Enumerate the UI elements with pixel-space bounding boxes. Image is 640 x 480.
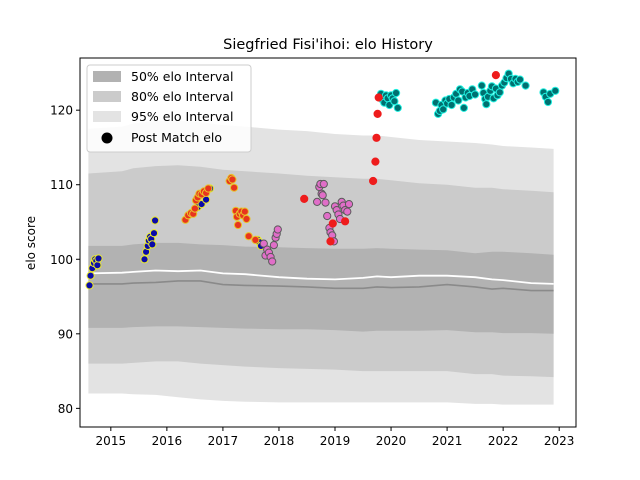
data-point-s2-9 — [273, 225, 282, 234]
data-point-s2-29 — [343, 207, 352, 216]
data-point-s0-16 — [151, 216, 160, 225]
legend-box — [86, 64, 252, 153]
interval-bands — [88, 120, 554, 405]
data-point-s3-22 — [454, 96, 463, 105]
data-point-s0-6 — [93, 261, 102, 270]
data-point-s3-50 — [515, 75, 525, 84]
summary-lines — [88, 269, 554, 292]
x-tick-label-2020: 2020 — [376, 434, 407, 448]
legend-swatch-50 — [93, 71, 121, 82]
data-point-s3-51 — [521, 81, 530, 90]
legend: 50% elo Interval 80% elo Interval 95% el… — [86, 64, 252, 153]
x-tick-label-2019: 2019 — [320, 434, 351, 448]
x-tick-label-2015: 2015 — [96, 434, 127, 448]
y-axis: 80 90 100 110 120 — [50, 104, 80, 416]
data-point-s4-2 — [328, 219, 337, 228]
data-point-s0-8 — [140, 255, 149, 264]
data-point-s1-22 — [240, 207, 249, 216]
legend-marker-post-match — [101, 132, 113, 144]
x-tick-label-2023: 2023 — [544, 434, 575, 448]
data-point-s3-31 — [477, 81, 486, 90]
data-point-s3-56 — [551, 86, 560, 95]
data-point-s4-5 — [371, 157, 380, 166]
x-tick-label-2018: 2018 — [264, 434, 295, 448]
data-point-s2-17 — [323, 211, 332, 221]
data-point-s4-3 — [341, 217, 350, 226]
data-point-s2-16 — [321, 198, 330, 207]
data-point-s1-11 — [204, 184, 213, 193]
data-point-s3-25 — [459, 103, 468, 113]
data-point-s3-8 — [390, 97, 399, 106]
y-tick-label-120: 120 — [50, 104, 73, 118]
data-point-s4-6 — [372, 133, 381, 142]
data-point-s3-10 — [393, 103, 402, 113]
legend-swatch-80 — [93, 91, 121, 102]
y-tick-label-110: 110 — [50, 178, 73, 192]
data-point-s4-7 — [373, 109, 382, 119]
x-tick-label-2016: 2016 — [152, 434, 183, 448]
data-point-s4-9 — [491, 71, 500, 80]
data-point-s1-23 — [242, 214, 251, 224]
data-point-s4-4 — [369, 176, 378, 186]
data-point-s3-19 — [447, 100, 456, 110]
data-point-s4-1 — [326, 237, 335, 246]
data-point-s1-18 — [233, 220, 243, 230]
median-line — [88, 280, 554, 292]
x-tick-label-2022: 2022 — [488, 434, 519, 448]
data-point-s0-0 — [85, 281, 94, 290]
data-point-s1-15 — [230, 183, 239, 192]
data-point-s0-15 — [149, 229, 159, 238]
plot-area — [85, 69, 560, 405]
data-point-s1-4 — [190, 204, 199, 213]
y-tick-label-100: 100 — [50, 253, 73, 267]
legend-label-80: 80% elo Interval — [131, 89, 233, 104]
data-point-s3-30 — [471, 90, 480, 99]
data-point-s3-41 — [495, 88, 504, 97]
data-point-s2-5 — [268, 257, 277, 266]
data-point-s2-14 — [318, 191, 327, 200]
legend-label-post-match: Post Match elo — [131, 130, 222, 145]
legend-label-50: 50% elo Interval — [131, 69, 233, 84]
data-point-s3-9 — [392, 88, 401, 98]
legend-label-95: 95% elo Interval — [131, 109, 233, 124]
legend-swatch-95 — [93, 111, 121, 122]
data-point-s2-15 — [319, 179, 328, 189]
data-point-s3-15 — [439, 105, 448, 114]
x-axis: 2015 2016 2017 2018 2019 2020 2021 2022 2023 — [96, 427, 575, 448]
data-point-s2-10 — [313, 197, 322, 206]
data-point-s0-7 — [94, 254, 103, 263]
data-point-s1-24 — [244, 232, 253, 241]
data-point-s1-14 — [228, 175, 237, 184]
x-tick-label-2017: 2017 — [208, 434, 239, 448]
data-point-s4-8 — [374, 93, 383, 102]
data-point-s4-0 — [300, 194, 309, 203]
y-tick-label-90: 90 — [58, 327, 73, 341]
post-match-points — [85, 69, 560, 290]
x-tick-label-2021: 2021 — [432, 434, 463, 448]
data-point-s2-30 — [344, 200, 354, 209]
chart-title: Siegfried Fisi'ihoi: elo History — [223, 37, 433, 53]
mean-line — [88, 269, 554, 285]
plot-frame — [79, 57, 577, 428]
data-point-s0-14 — [148, 240, 157, 249]
data-point-s2-6 — [269, 241, 278, 250]
data-point-s0-1 — [86, 271, 95, 280]
data-point-s3-54 — [543, 97, 553, 107]
y-axis-label: elo score — [24, 216, 38, 270]
data-point-s2-0 — [259, 239, 268, 248]
data-point-s1-25 — [251, 235, 260, 244]
y-tick-label-80: 80 — [58, 402, 73, 416]
data-point-s3-34 — [482, 100, 491, 109]
